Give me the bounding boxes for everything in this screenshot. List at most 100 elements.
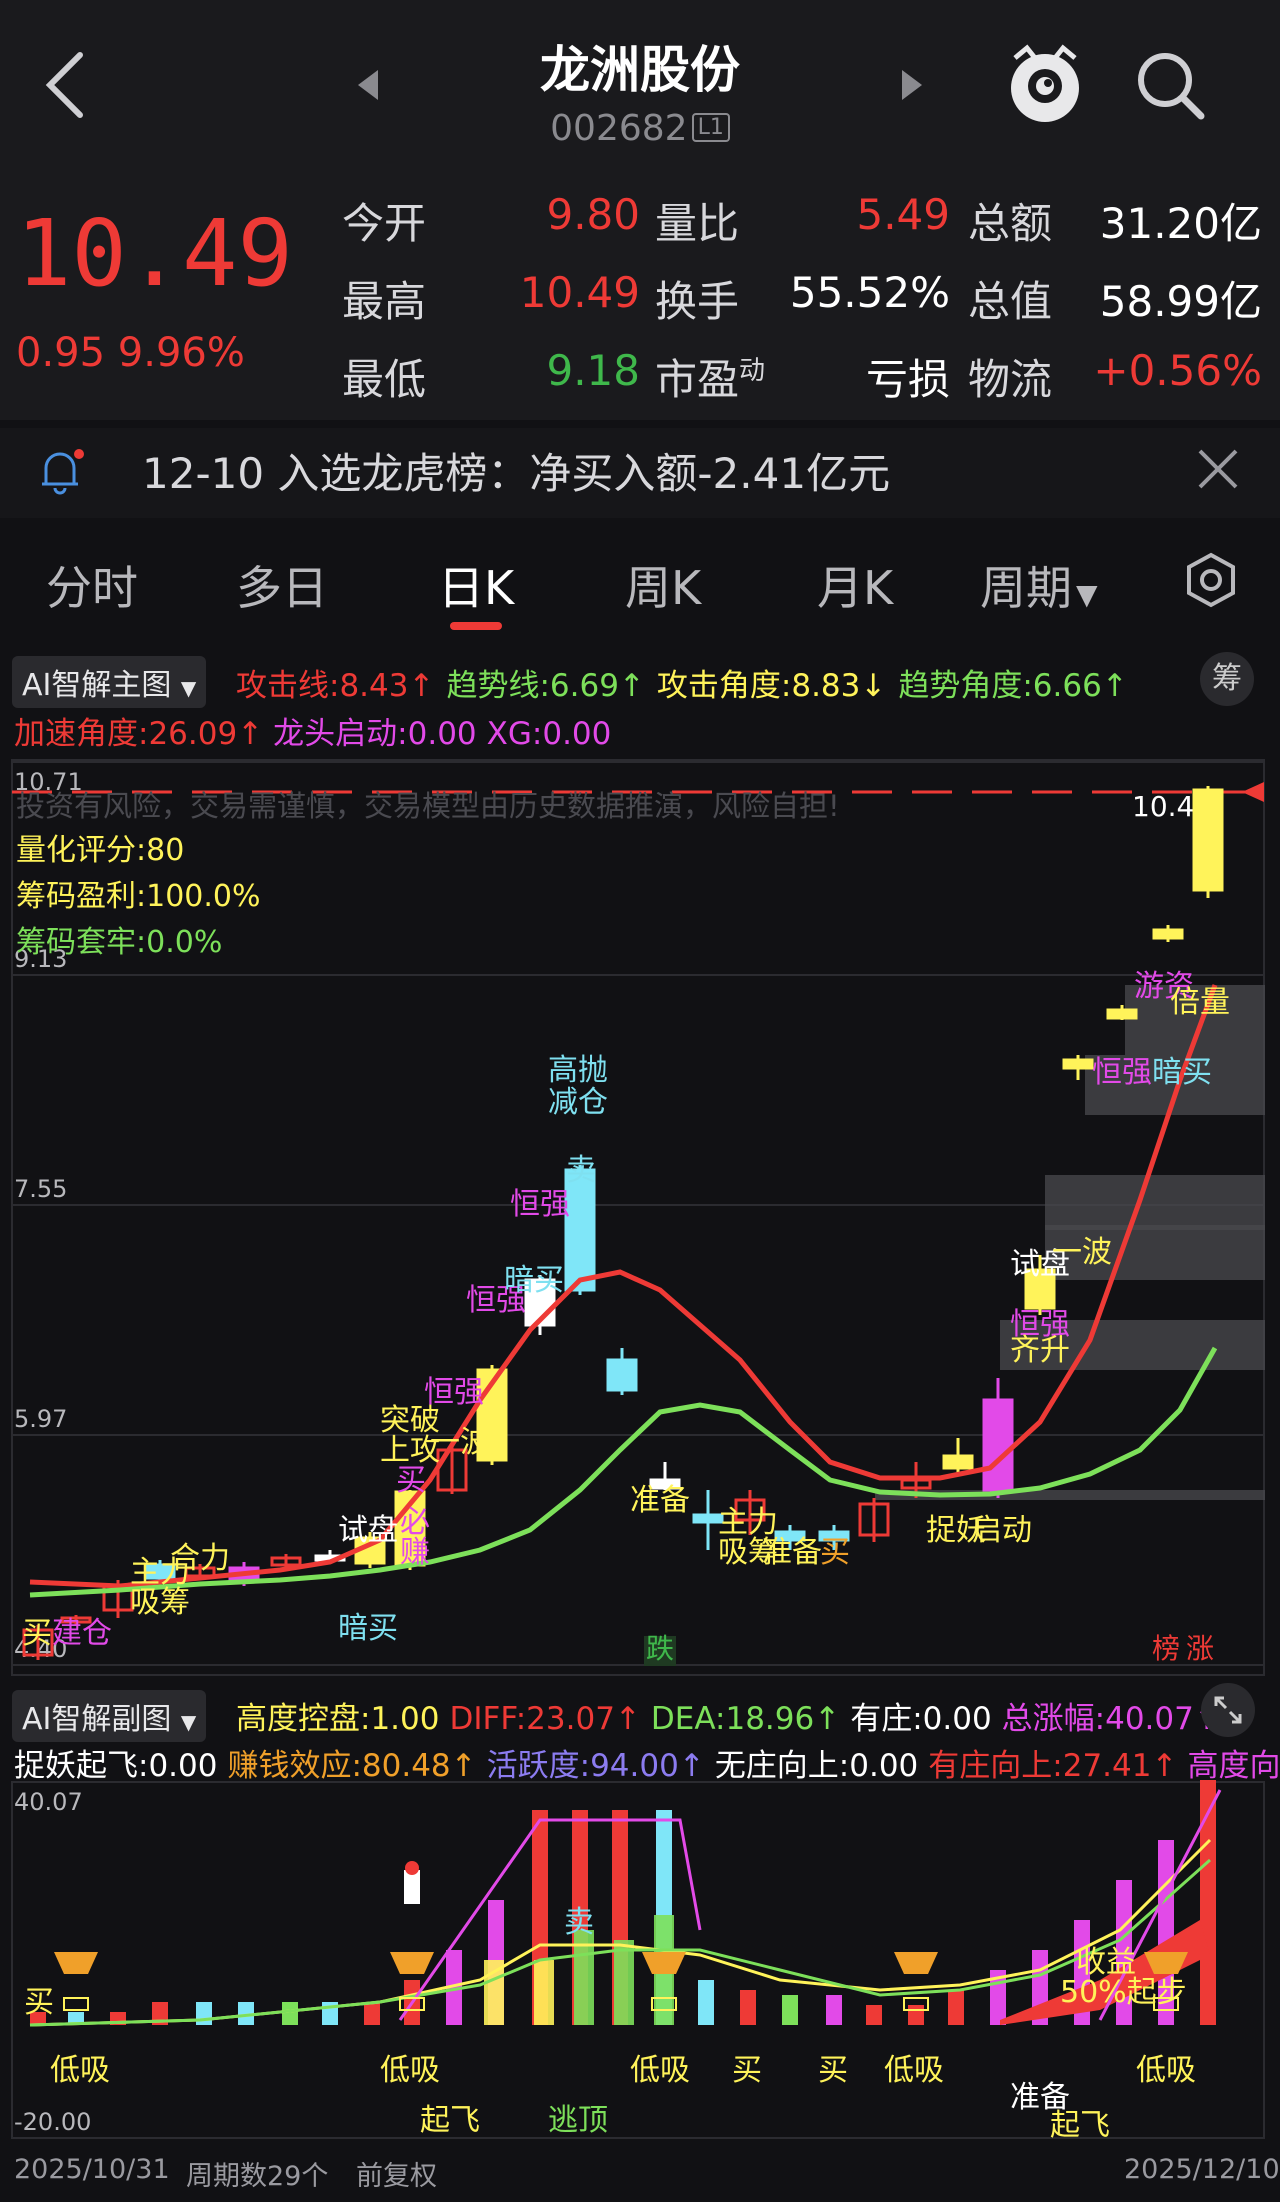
prev-stock-icon[interactable] bbox=[356, 68, 380, 102]
main-kline-chart[interactable]: 10.719.137.555.974.4010.49投资有风险，交易需谨慎，交易… bbox=[0, 750, 1280, 1680]
macd-bar bbox=[196, 2002, 212, 2025]
open-label: 今开 bbox=[342, 199, 427, 248]
notice-text[interactable]: 12-10 入选龙虎榜：净买入额-2.41亿元 bbox=[142, 449, 891, 498]
signal-label: 恒强 bbox=[466, 1283, 526, 1318]
sub-indicator-line1: 高度控盘:1.00 DIFF:23.07↑ DEA:18.96↑ 有庄:0.00 总涨幅… bbox=[236, 1693, 1230, 1738]
signal-label: 启动 bbox=[972, 1513, 1032, 1548]
bottom-tag-bg bbox=[644, 1636, 676, 1666]
sub-signal-label: 买 bbox=[24, 1985, 54, 2020]
chip-distribution-button[interactable]: 筹 bbox=[1200, 652, 1254, 706]
momentum-ramp bbox=[1000, 1920, 1210, 2025]
candle-body bbox=[1106, 1008, 1138, 1020]
macd-bar bbox=[68, 2012, 84, 2025]
volume-bar bbox=[614, 1940, 634, 2025]
si-line2-item-0: 捉妖起飞:0.00 bbox=[14, 1748, 218, 1784]
close-icon[interactable] bbox=[1196, 447, 1240, 491]
adjust-mode[interactable]: 前复权 bbox=[356, 2161, 437, 2192]
trophy-icon bbox=[642, 1952, 686, 1974]
expand-icon[interactable] bbox=[1200, 1682, 1256, 1738]
main-indicator-line2: 加速角度:26.09↑ 龙头启动:0.00 XG:0.00 bbox=[14, 708, 621, 753]
tab-daily-k[interactable]: 日K bbox=[438, 561, 515, 615]
main-indicator-line1: 攻击线:8.43↑ 趋势线:6.69↑ 攻击角度:8.83↓ 趋势角度:6.66↑ bbox=[236, 660, 1140, 705]
tab-weekly-k[interactable]: 周K bbox=[625, 561, 702, 615]
macd-bar bbox=[1200, 1780, 1216, 2025]
sub-signal-label: 买 bbox=[818, 2053, 848, 2088]
macd-bar bbox=[866, 2005, 882, 2025]
mi-line2-item-2: XG:0.00 bbox=[486, 716, 612, 752]
stock-code: 002682 bbox=[550, 108, 688, 149]
signal-label: 准备 bbox=[630, 1483, 690, 1518]
signal-label: 游资 bbox=[1134, 969, 1194, 1004]
mascot-icon[interactable] bbox=[1005, 40, 1085, 126]
low-value: 9.18 bbox=[546, 346, 640, 395]
market-cap-label: 总值 bbox=[968, 277, 1053, 326]
candle-body bbox=[774, 1530, 806, 1542]
candle-body bbox=[60, 1616, 92, 1624]
high-value: 10.49 bbox=[519, 268, 640, 317]
tab-monthly-k[interactable]: 月K bbox=[817, 561, 894, 615]
macd-bar bbox=[740, 1990, 756, 2025]
sector-link[interactable]: 物流 bbox=[968, 355, 1053, 404]
pressure-zone bbox=[875, 1490, 1265, 1500]
settings-icon[interactable] bbox=[1183, 552, 1239, 608]
macd-bar bbox=[446, 1950, 462, 2025]
sub-indicator-chart[interactable]: 40.07-20.00买低吸 低吸起飞卖逃顶低吸买买低吸准备起飞收益50%起步低吸 bbox=[0, 1780, 1280, 2140]
chart-stat: 筹码套牢:0.0% bbox=[16, 925, 222, 960]
pressure-zone bbox=[1045, 1225, 1265, 1280]
trophy-base bbox=[903, 1997, 929, 2011]
signal-label: 合力 bbox=[170, 1541, 230, 1576]
volume-bar bbox=[534, 1960, 554, 2025]
sub-signal-label: 卖 bbox=[564, 1905, 594, 1940]
tab-intraday[interactable]: 分时 bbox=[46, 561, 138, 615]
high-label: 最高 bbox=[342, 277, 427, 326]
signal-label: 高抛 bbox=[548, 1053, 608, 1088]
dropdown-arrow-icon: ▼ bbox=[180, 1710, 197, 1734]
main-indicator-dropdown[interactable]: AI智解主图 ▼ bbox=[12, 656, 207, 708]
search-icon[interactable] bbox=[1135, 50, 1207, 122]
si-line1-item-2: DEA:18.96↑ bbox=[650, 1701, 841, 1737]
sub-axis-label: 40.07 bbox=[14, 1788, 83, 1816]
pressure-zone bbox=[1085, 1055, 1265, 1115]
sub-signal-label: 逃顶 bbox=[548, 2103, 608, 2138]
sub-indicator-dropdown[interactable]: AI智解副图 ▼ bbox=[12, 1690, 207, 1742]
mi-line2-item-1: 龙头启动:0.00 bbox=[273, 716, 477, 752]
dropdown-arrow-icon: ▼ bbox=[180, 676, 197, 700]
next-stock-icon[interactable] bbox=[900, 68, 924, 102]
notice-bar[interactable] bbox=[0, 428, 1280, 518]
si-line1-item-0: 高度控盘:1.00 bbox=[236, 1701, 440, 1737]
bottom-tag: 涨 bbox=[1186, 1632, 1214, 1665]
candle-body bbox=[649, 1478, 681, 1490]
candle-body bbox=[982, 1398, 1014, 1492]
signal-label: 买 bbox=[820, 1535, 850, 1570]
si-line1-item-1: DIFF:23.07↑ bbox=[449, 1701, 641, 1737]
signal-label: 捉妖 bbox=[926, 1513, 986, 1548]
sub-signal-label: 准备 bbox=[1010, 2080, 1070, 2115]
back-icon[interactable] bbox=[40, 50, 90, 120]
tab-period[interactable]: 周期 ▼ bbox=[980, 561, 1098, 615]
tab-multiday[interactable]: 多日 bbox=[236, 561, 328, 615]
volume-ratio-value: 5.49 bbox=[856, 190, 950, 239]
signal-label: 建仓 bbox=[52, 1616, 112, 1651]
candle-body bbox=[734, 1498, 766, 1522]
chart-stat: 筹码盈利:100.0% bbox=[16, 879, 261, 914]
dropdown-arrow-icon: ▼ bbox=[1076, 578, 1098, 611]
candle-body bbox=[144, 1563, 176, 1580]
signal-label: 准备 bbox=[762, 1535, 822, 1570]
signal-label: 一波 bbox=[430, 1425, 490, 1460]
signal-label: 赚 bbox=[400, 1535, 430, 1570]
signal-label: 必 bbox=[400, 1505, 430, 1540]
last-price-marker bbox=[1242, 782, 1264, 802]
sub-signal-label: 起飞 bbox=[1050, 2108, 1110, 2140]
bottom-tag: 榜 bbox=[1152, 1632, 1180, 1665]
current-price: 10.49 bbox=[16, 200, 293, 307]
candle-body bbox=[564, 1168, 596, 1292]
macd-bar bbox=[948, 1990, 964, 2025]
pressure-zone bbox=[1000, 1320, 1265, 1370]
sub-signal-label: 低吸 bbox=[50, 2053, 110, 2088]
trophy-base bbox=[651, 1997, 677, 2011]
mi-line1-item-0: 攻击线:8.43↑ bbox=[236, 668, 435, 704]
mi-line1-item-3: 趋势角度:6.66↑ bbox=[898, 668, 1128, 704]
candle-body bbox=[270, 1556, 302, 1567]
pe-label: 市盈动 bbox=[655, 355, 766, 404]
price-change: 0.95 9.96% bbox=[16, 330, 245, 376]
